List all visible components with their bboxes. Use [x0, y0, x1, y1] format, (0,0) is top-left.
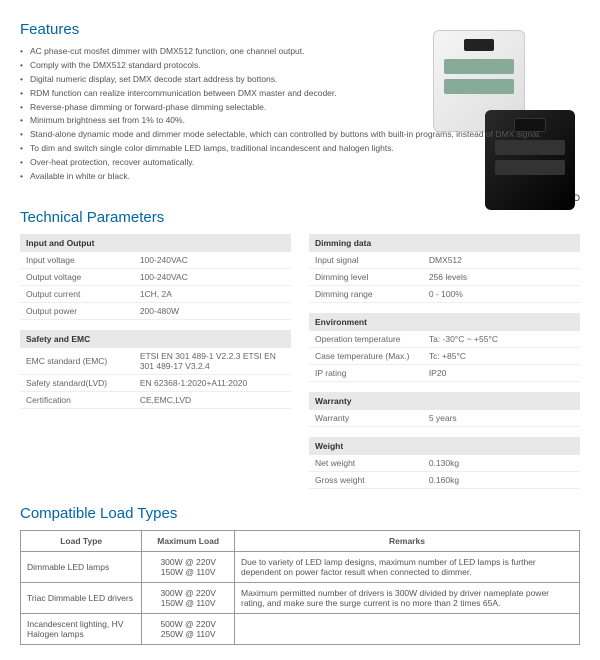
warranty-table: WarrantyWarranty5 years: [309, 392, 580, 427]
feature-item: Digital numeric display, set DMX decode …: [20, 74, 580, 86]
compat-title: Compatible Load Types: [20, 505, 580, 522]
dimming-table: Dimming dataInput signalDMX512Dimming le…: [309, 234, 580, 303]
io-table: Input and OutputInput voltage100-240VACO…: [20, 234, 291, 320]
compat-table: Load TypeMaximum LoadRemarksDimmable LED…: [20, 530, 580, 645]
feature-item: Minimum brightness set from 1% to 40%.: [20, 115, 580, 127]
env-table: EnvironmentOperation temperatureTa: -30°…: [309, 313, 580, 382]
feature-item: Available in white or black.: [20, 171, 580, 183]
safety-table: Safety and EMCEMC standard (EMC)ETSI EN …: [20, 330, 291, 409]
feature-item: Over-heat protection, recover automatica…: [20, 157, 580, 169]
feature-item: Comply with the DMX512 standard protocol…: [20, 60, 580, 72]
feature-item: RDM function can realize intercommunicat…: [20, 88, 580, 100]
feature-item: AC phase-cut mosfet dimmer with DMX512 f…: [20, 46, 580, 58]
feature-item: Reverse-phase dimming or forward-phase d…: [20, 102, 580, 114]
weight-table: WeightNet weight0.130kgGross weight0.160…: [309, 437, 580, 489]
feature-item: Stand-alone dynamic mode and dimmer mode…: [20, 129, 580, 141]
feature-item: To dim and switch single color dimmable …: [20, 143, 580, 155]
